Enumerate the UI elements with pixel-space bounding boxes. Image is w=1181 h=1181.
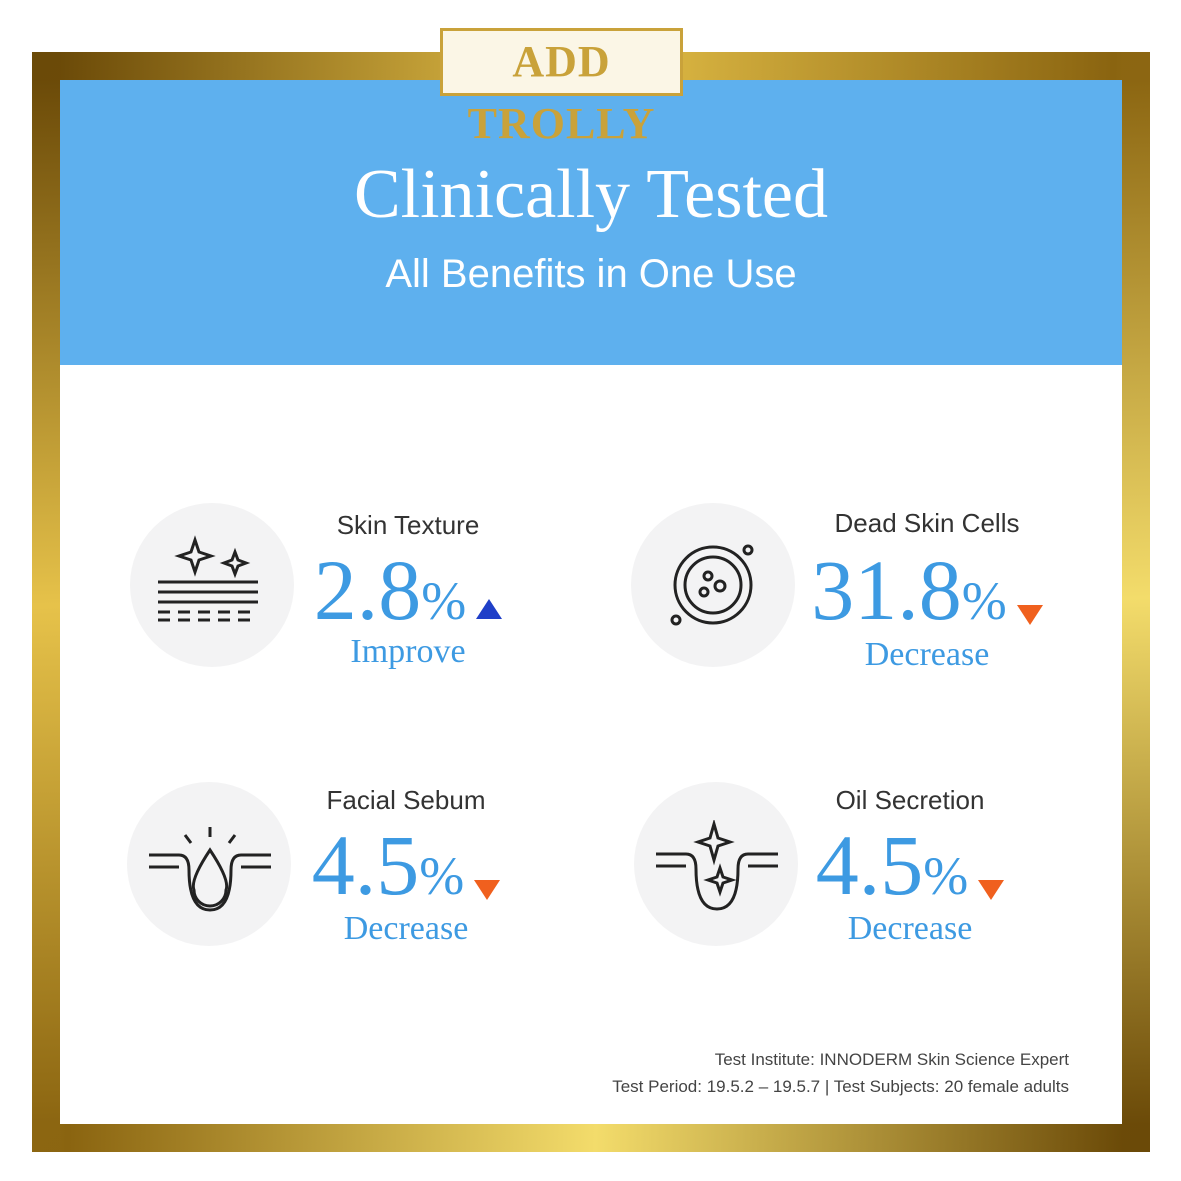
item-unit: % xyxy=(419,846,465,906)
arrow-shape xyxy=(476,599,503,619)
arrow-shape xyxy=(1016,605,1043,625)
item-result: Decrease xyxy=(847,910,973,947)
item-unit: % xyxy=(961,571,1007,631)
item-value-line: 2.8% xyxy=(228,540,588,640)
direction-arrow xyxy=(978,880,1005,900)
header-band xyxy=(60,80,1122,365)
cells-icon xyxy=(670,544,754,626)
item-value: 2.8 xyxy=(313,542,422,638)
icon-bg xyxy=(631,503,795,667)
item-result: Decrease xyxy=(864,636,990,673)
item-unit: % xyxy=(421,571,467,631)
texture-icon xyxy=(158,535,258,622)
icon-bg xyxy=(130,503,294,667)
icon-bg xyxy=(127,782,291,946)
item-label: Skin Texture xyxy=(336,510,480,540)
sebum-icon xyxy=(149,827,271,912)
item-result: Decrease xyxy=(343,910,469,947)
footer-line: Test Period: 19.5.2 – 19.5.7 | Test Subj… xyxy=(612,1077,1069,1096)
direction-arrow xyxy=(476,599,503,619)
item-label: Dead Skin Cells xyxy=(834,508,1020,538)
item-result: Improve xyxy=(350,633,466,670)
item-value: 31.8 xyxy=(811,542,962,638)
item-value: 4.5 xyxy=(815,817,924,913)
direction-arrow xyxy=(1016,605,1043,625)
arrow-shape xyxy=(474,880,501,900)
logo: ADD TROLLY xyxy=(440,28,683,148)
item-value-line: 4.5% xyxy=(730,815,1090,915)
footer-line: Test Institute: INNODERM Skin Science Ex… xyxy=(714,1050,1069,1069)
item-label: Oil Secretion xyxy=(835,785,985,815)
item-label: Facial Sebum xyxy=(326,785,486,815)
item-value: 4.5 xyxy=(311,817,420,913)
subtitle: All Benefits in One Use xyxy=(385,252,797,296)
item-value-line: 31.8% xyxy=(747,540,1107,640)
item-unit: % xyxy=(923,846,969,906)
icon-bg xyxy=(634,782,798,946)
oil-icon xyxy=(656,820,778,911)
direction-arrow xyxy=(474,880,501,900)
title: Clinically Tested xyxy=(353,156,828,233)
item-value-line: 4.5% xyxy=(226,815,586,915)
arrow-shape xyxy=(978,880,1005,900)
